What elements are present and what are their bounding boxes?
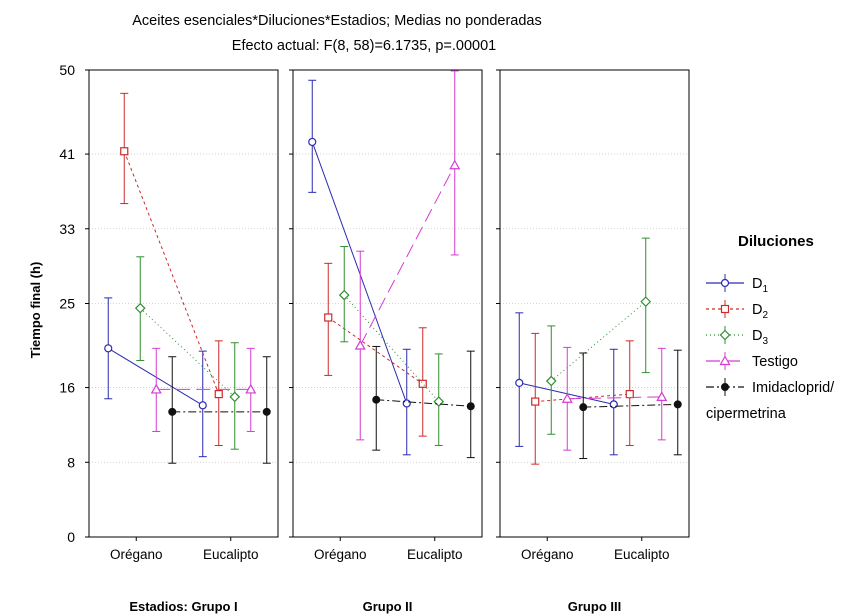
y-tick-label: 0 (67, 529, 75, 545)
chart-title: Aceites esenciales*Diluciones*Estadios; … (132, 13, 541, 29)
y-tick-label: 33 (59, 221, 75, 237)
legend-label: D3 (752, 328, 768, 347)
y-tick-label: 16 (59, 380, 75, 396)
data-point (466, 402, 475, 411)
x-tick-label: Eucalipto (614, 547, 670, 562)
series-line (311, 141, 408, 404)
x-tick-label: Eucalipto (203, 547, 259, 562)
panel-label: Grupo II (363, 599, 413, 614)
legend-label: D1 (752, 276, 768, 295)
data-point (449, 159, 461, 170)
data-point (579, 403, 588, 412)
y-axis-label: Tiempo final (h) (28, 262, 43, 359)
legend-label: Testigo (752, 354, 798, 370)
series-line (107, 347, 204, 406)
series-line (123, 151, 220, 395)
series-line (139, 307, 236, 398)
legend-title: Diluciones (738, 233, 814, 250)
data-point (673, 400, 682, 409)
panel-3: Orégano Eucalipto Grupo III (496, 69, 690, 614)
data-point (372, 395, 381, 404)
data-point (719, 355, 731, 366)
x-tick-label: Orégano (521, 547, 574, 562)
panel-2: Orégano Eucalipto Grupo II (289, 69, 483, 614)
panel-1: Orégano Eucalipto Estadios: Grupo I (85, 69, 279, 614)
data-point (354, 339, 366, 350)
data-point (515, 378, 524, 387)
series-line (327, 317, 424, 385)
data-point (120, 147, 129, 156)
data-point (656, 391, 668, 401)
panel-label: Estadios: Grupo I (129, 599, 237, 614)
y-tick-label: 8 (67, 454, 75, 470)
data-point (229, 391, 241, 403)
legend-label: D2 (752, 302, 768, 321)
data-point (720, 278, 730, 288)
data-point (245, 383, 257, 394)
data-point (640, 296, 652, 307)
data-point (561, 393, 573, 403)
series-line (535, 393, 630, 403)
data-point (308, 137, 317, 147)
y-tick-label: 41 (59, 146, 75, 162)
y-tick-label: 50 (59, 62, 75, 78)
series-line (583, 403, 678, 408)
chart-subtitle: Efecto actual: F(8, 58)=6.1735, p=.00001 (232, 38, 496, 54)
legend-label-continued: cipermetrina (706, 406, 787, 422)
data-point (104, 344, 113, 353)
series-line (376, 399, 471, 407)
data-point (625, 389, 634, 399)
panel-frame (499, 69, 690, 538)
series-line (567, 396, 662, 400)
data-point (262, 407, 271, 416)
y-tick-label: 25 (59, 296, 75, 312)
data-point (545, 375, 557, 387)
x-tick-label: Orégano (314, 547, 367, 562)
x-tick-label: Eucalipto (407, 547, 463, 562)
x-tick-label: Orégano (110, 547, 163, 562)
data-point (719, 329, 731, 341)
data-point (721, 383, 729, 391)
data-point (198, 401, 207, 410)
panel-label: Grupo III (568, 599, 621, 614)
data-point (150, 383, 162, 394)
data-point (720, 304, 730, 314)
data-point (531, 397, 540, 406)
series-line (359, 165, 456, 346)
data-point (214, 389, 223, 399)
data-point (324, 313, 333, 322)
data-point (168, 407, 177, 416)
data-point (338, 289, 350, 301)
data-point (418, 379, 427, 388)
legend-label: Imidacloprid/ (752, 380, 835, 396)
panel-frame (292, 69, 483, 538)
data-point (134, 302, 146, 314)
data-point (402, 399, 411, 408)
